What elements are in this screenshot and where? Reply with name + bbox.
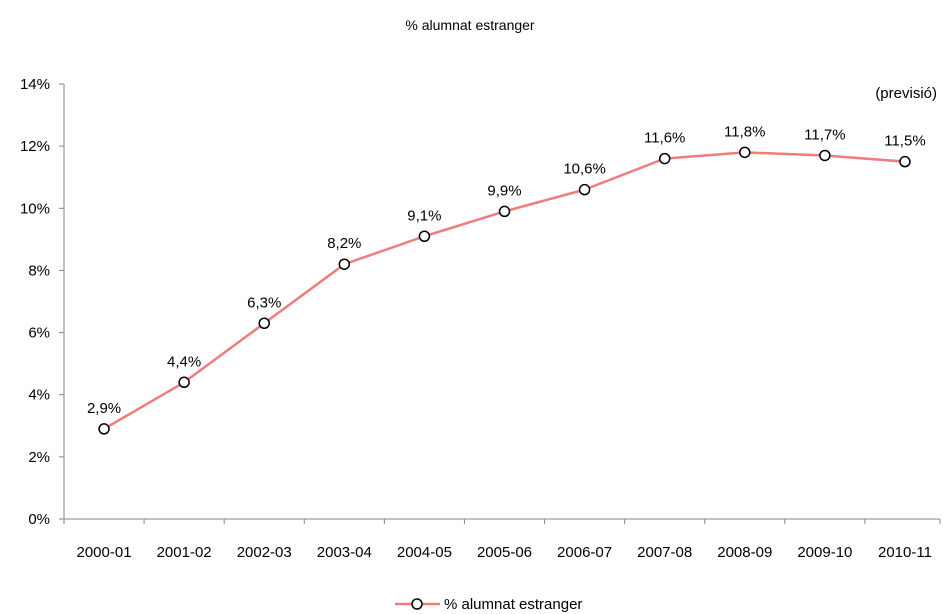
data-point	[98, 423, 110, 435]
y-tick-label: 10%	[20, 200, 50, 217]
x-tick-label: 2003-04	[317, 544, 372, 561]
data-point	[178, 376, 190, 389]
x-axis: 2000-01 2001-02 2002-03 2003-04 2004-05 2005-…	[63, 518, 941, 561]
x-tick-label: 2001-02	[157, 544, 212, 561]
data-label: 11,6%	[644, 130, 685, 147]
data-labels: 2,9% 4,4% 6,3% 8,2% 9,1% 9,9% 10,6% 11,6% 11,8% 1…	[87, 123, 926, 417]
forecast-annotation: (previsió)	[875, 85, 937, 102]
x-tick-label: 2006-07	[557, 544, 612, 561]
x-tick-label: 2004-05	[397, 544, 452, 561]
data-label: 6,3%	[247, 294, 281, 311]
legend-label: % alumnat estranger	[444, 596, 582, 613]
data-label: 8,2%	[327, 235, 361, 252]
data-point	[578, 183, 591, 196]
chart-title: % alumnat estranger	[405, 17, 535, 33]
y-tick-label: 8%	[28, 262, 50, 279]
y-tick-label: 6%	[28, 325, 50, 342]
data-label: 11,5%	[884, 133, 925, 150]
data-label: 11,7%	[804, 126, 845, 143]
x-tick-label: 2009-10	[797, 544, 852, 561]
x-tick-label: 2002-03	[237, 544, 292, 561]
data-point	[498, 205, 511, 218]
x-tick-label: 2008-09	[717, 544, 772, 561]
data-label: 10,6%	[563, 161, 606, 178]
data-label: 4,4%	[167, 353, 201, 370]
x-tick-label: 2007-08	[637, 544, 692, 561]
y-tick-label: 4%	[28, 387, 50, 404]
y-tick-label: 2%	[28, 449, 50, 466]
y-tick-label: 0%	[28, 511, 50, 528]
legend-swatch-marker	[411, 598, 423, 610]
y-tick-label: 14%	[20, 76, 50, 93]
data-point	[739, 146, 751, 159]
series-line-group	[98, 146, 911, 435]
data-label: 11,8%	[724, 123, 765, 140]
data-label: 9,1%	[407, 207, 441, 224]
data-label: 2,9%	[87, 400, 121, 417]
data-point	[819, 149, 831, 162]
x-tick-label: 2005-06	[477, 544, 532, 561]
x-tick-label: 2010-11	[878, 544, 932, 561]
data-point	[418, 230, 431, 242]
y-tick-label: 12%	[20, 138, 50, 155]
data-point	[338, 258, 351, 270]
y-axis: 0% 2% 4% 6% 8% 10% 12% 14%	[20, 76, 65, 528]
legend: % alumnat estranger	[395, 596, 582, 613]
data-point	[258, 317, 270, 329]
x-tick-label: 2000-01	[77, 544, 132, 561]
data-point	[899, 155, 911, 168]
data-point	[658, 152, 671, 165]
data-label: 9,9%	[487, 182, 521, 199]
